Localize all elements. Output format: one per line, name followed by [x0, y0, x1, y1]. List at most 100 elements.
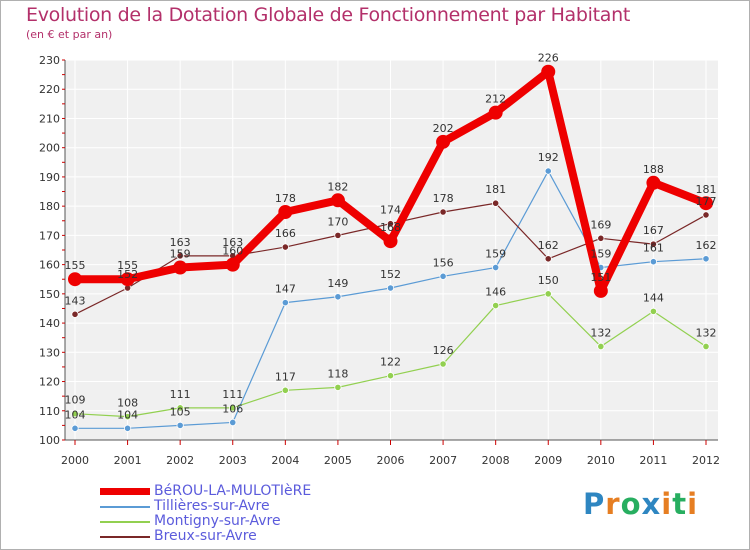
- y-tick-label: 100: [39, 434, 60, 447]
- y-tick-label: 220: [39, 83, 60, 96]
- y-tick-label: 110: [39, 405, 60, 418]
- data-label-2: 109: [65, 394, 86, 407]
- logo-letter: i: [661, 487, 673, 521]
- data-label-0: 178: [275, 192, 296, 205]
- data-label-1: 149: [327, 277, 348, 290]
- data-label-2: 144: [643, 291, 664, 304]
- data-label-1: 152: [380, 268, 401, 281]
- data-label-2: 146: [485, 286, 506, 299]
- legend-label-berou: BéROU-LA-MULOTIèRE: [154, 483, 312, 499]
- logo-letter: r: [605, 487, 621, 521]
- x-tick-label: 2006: [377, 454, 405, 467]
- data-point-3: [176, 252, 184, 260]
- x-tick-label: 2012: [692, 454, 720, 467]
- y-tick-label: 180: [39, 200, 60, 213]
- logo-letter: o: [620, 487, 642, 521]
- x-tick-label: 2004: [271, 454, 299, 467]
- data-point-2: [544, 290, 552, 298]
- x-tick-label: 2005: [324, 454, 352, 467]
- data-point-0: [646, 175, 661, 190]
- logo-letter: P: [583, 487, 606, 521]
- data-label-3: 152: [117, 268, 138, 281]
- data-point-2: [71, 410, 79, 418]
- data-point-3: [702, 211, 710, 219]
- x-tick-label: 2011: [639, 454, 667, 467]
- data-point-0: [278, 205, 293, 219]
- data-label-0: 188: [643, 163, 664, 176]
- data-point-3: [334, 231, 342, 239]
- legend-swatch-montigny: [100, 521, 150, 523]
- data-point-3: [386, 220, 395, 228]
- y-tick-label: 210: [39, 112, 60, 125]
- data-point-2: [439, 360, 447, 368]
- data-label-0: 155: [117, 259, 138, 272]
- proxiti-logo: Proxiti: [583, 487, 698, 521]
- data-label-2: 118: [327, 367, 348, 380]
- y-tick-label: 150: [39, 288, 60, 301]
- data-point-2: [597, 342, 605, 351]
- legend-label-breux: Breux-sur-Avre: [154, 528, 257, 544]
- data-point-1: [281, 299, 289, 307]
- data-label-1: 156: [433, 256, 454, 269]
- data-label-0: 160: [222, 245, 243, 258]
- data-label-1: 162: [696, 239, 717, 252]
- data-label-1: 159: [590, 248, 611, 261]
- data-label-3: 163: [170, 236, 191, 249]
- logo-letter: i: [687, 487, 699, 521]
- data-point-1: [492, 263, 500, 272]
- data-label-3: 167: [643, 224, 664, 237]
- data-point-1: [386, 284, 395, 292]
- data-point-2: [649, 307, 658, 315]
- data-label-3: 174: [380, 204, 401, 217]
- data-label-3: 166: [275, 227, 296, 240]
- data-point-1: [176, 421, 184, 429]
- data-point-1: [702, 255, 710, 263]
- legend-swatch-berou: [100, 488, 150, 495]
- data-label-3: 181: [485, 183, 506, 196]
- data-label-3: 170: [327, 215, 348, 228]
- data-label-0: 226: [538, 52, 559, 65]
- y-tick-label: 200: [39, 142, 60, 155]
- data-point-0: [383, 234, 398, 249]
- data-label-2: 108: [117, 397, 138, 410]
- data-label-3: 169: [590, 218, 611, 231]
- x-tick-label: 2008: [482, 454, 510, 467]
- data-point-0: [225, 257, 240, 272]
- data-label-0: 182: [327, 180, 348, 193]
- data-label-3: 162: [538, 239, 559, 252]
- data-point-0: [436, 134, 451, 149]
- data-point-0: [593, 283, 608, 298]
- data-label-0: 155: [65, 259, 86, 272]
- data-label-1: 192: [538, 151, 559, 164]
- data-label-0: 168: [380, 221, 401, 234]
- data-point-2: [176, 404, 184, 412]
- data-label-3: 177: [696, 195, 717, 208]
- x-tick-label: 2000: [61, 454, 89, 467]
- data-point-3: [492, 199, 500, 207]
- data-label-2: 150: [538, 274, 559, 287]
- data-label-2: 111: [222, 388, 243, 401]
- data-point-3: [439, 208, 447, 216]
- data-label-1: 104: [117, 408, 138, 421]
- x-tick-label: 2003: [219, 454, 247, 467]
- x-tick-label: 2007: [429, 454, 457, 467]
- legend-swatch-tillieres: [100, 506, 150, 508]
- data-point-0: [68, 272, 82, 287]
- x-tick-label: 2009: [534, 454, 562, 467]
- data-point-2: [281, 386, 289, 394]
- data-point-3: [71, 310, 79, 318]
- data-point-1: [229, 418, 237, 427]
- legend-label-tillieres: Tillières-sur-Avre: [154, 498, 270, 514]
- data-label-0: 151: [590, 271, 611, 284]
- logo-letter: t: [672, 487, 688, 521]
- x-tick-label: 2002: [166, 454, 194, 467]
- data-label-1: 161: [643, 242, 664, 255]
- data-point-2: [123, 413, 132, 421]
- y-tick-label: 140: [39, 317, 60, 330]
- data-point-1: [123, 424, 132, 432]
- legend-label-montigny: Montigny-sur-Avre: [154, 513, 281, 529]
- y-tick-label: 120: [39, 376, 60, 389]
- data-point-2: [702, 342, 710, 351]
- data-label-0: 181: [696, 183, 717, 196]
